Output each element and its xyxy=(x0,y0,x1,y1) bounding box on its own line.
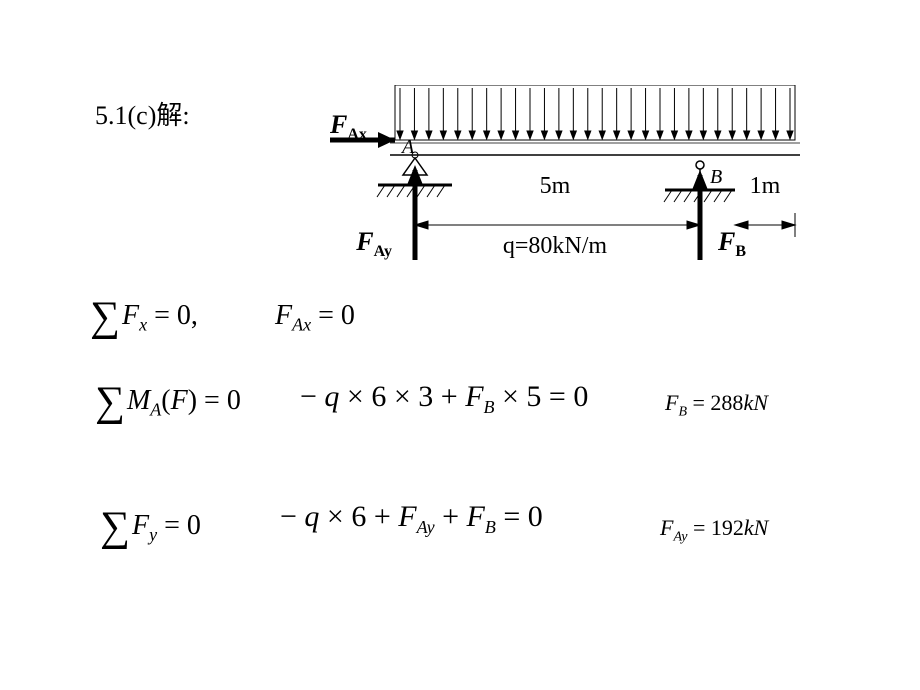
result-FB: FB = 288kN xyxy=(665,390,768,420)
load-label: q=80kN/m xyxy=(503,233,608,259)
dim-1m xyxy=(735,213,795,237)
dim-1m-label: 1m xyxy=(750,173,781,199)
label-A: A xyxy=(400,136,415,158)
eq-sum-MA: ∑MA(F) = 0 xyxy=(95,385,241,421)
force-FAy-arrow xyxy=(407,165,423,260)
eq-sum-Fx: ∑Fx = 0, xyxy=(90,300,198,336)
eq-sum-Fy: ∑Fy = 0 xyxy=(100,510,201,546)
label-FB: FB xyxy=(717,227,746,260)
dim-5m-label: 5m xyxy=(540,173,571,199)
eq-vertical-expr: − q × 6 + FAy + FB = 0 xyxy=(280,500,543,538)
eq-moment-expr: − q × 6 × 3 + FB × 5 = 0 xyxy=(300,380,588,418)
result-FAy: FAy = 192kN xyxy=(660,515,768,545)
problem-title: 5.1(c)解: xyxy=(95,95,190,132)
eq-FAx-zero: FAx = 0 xyxy=(275,300,355,336)
beam-diagram: FAx A FAy xyxy=(330,85,830,265)
label-FAx: FAx xyxy=(330,110,367,143)
label-FAy: FAy xyxy=(355,227,392,260)
load-arrows xyxy=(397,88,793,139)
label-B: B xyxy=(710,166,722,188)
